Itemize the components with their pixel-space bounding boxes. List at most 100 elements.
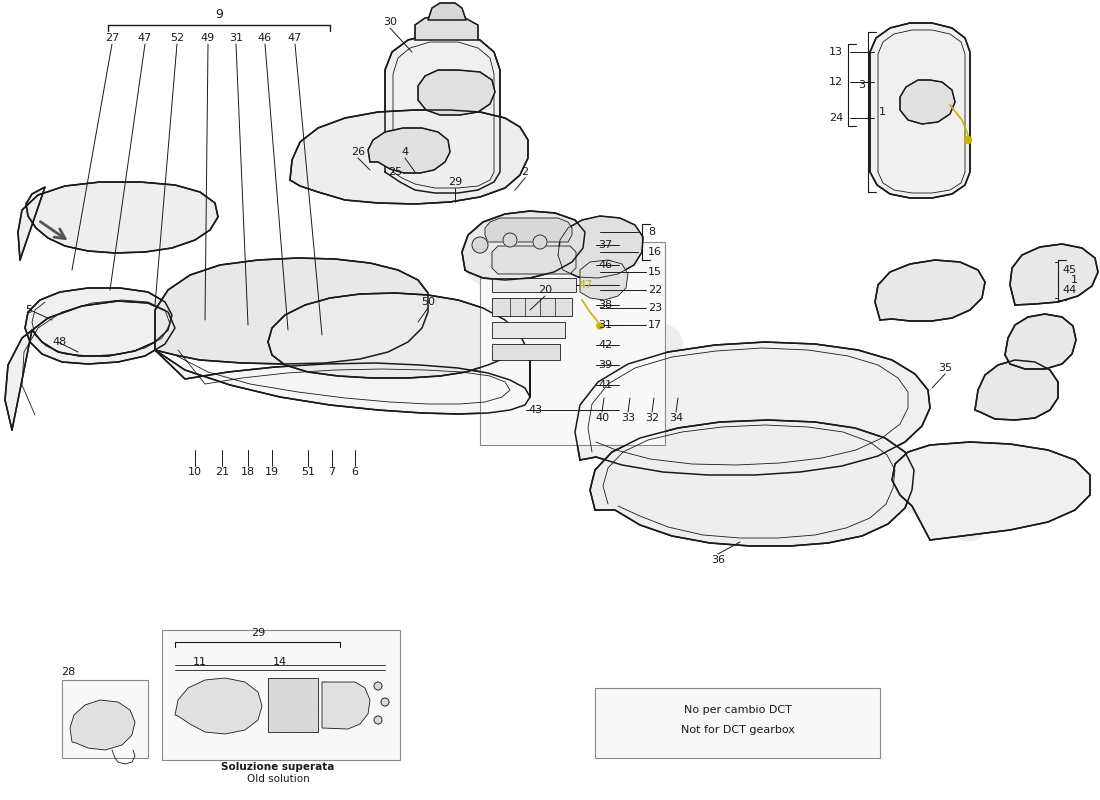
- Text: 51: 51: [301, 467, 315, 477]
- Text: 38: 38: [598, 300, 612, 310]
- Text: 3: 3: [858, 80, 866, 90]
- Text: 40: 40: [595, 413, 609, 423]
- Text: 4: 4: [402, 147, 408, 157]
- Text: Soluzione superata: Soluzione superata: [221, 762, 334, 772]
- Text: 31: 31: [598, 320, 612, 330]
- Polygon shape: [874, 260, 984, 321]
- Polygon shape: [415, 15, 478, 40]
- Polygon shape: [870, 23, 970, 198]
- Polygon shape: [418, 70, 495, 115]
- Circle shape: [965, 137, 971, 143]
- Circle shape: [374, 682, 382, 690]
- Text: 21: 21: [214, 467, 229, 477]
- Circle shape: [374, 716, 382, 724]
- Text: 23: 23: [648, 303, 662, 313]
- Text: 33: 33: [621, 413, 635, 423]
- Text: 1: 1: [879, 107, 886, 117]
- Text: 47: 47: [138, 33, 152, 43]
- Circle shape: [472, 237, 488, 253]
- Text: 6: 6: [352, 467, 359, 477]
- Polygon shape: [575, 342, 930, 475]
- Text: 9: 9: [216, 9, 223, 22]
- Polygon shape: [580, 260, 628, 300]
- Polygon shape: [485, 218, 572, 242]
- Text: 31: 31: [229, 33, 243, 43]
- Polygon shape: [322, 682, 370, 729]
- Polygon shape: [492, 246, 576, 274]
- Text: 52: 52: [169, 33, 184, 43]
- Polygon shape: [428, 3, 466, 20]
- Text: 30: 30: [383, 17, 397, 27]
- Text: 42: 42: [598, 340, 613, 350]
- Polygon shape: [155, 350, 530, 414]
- Polygon shape: [558, 216, 644, 278]
- Text: 44: 44: [1062, 285, 1076, 295]
- Circle shape: [534, 235, 547, 249]
- Polygon shape: [6, 288, 175, 430]
- Text: 24: 24: [828, 113, 843, 123]
- Polygon shape: [492, 298, 572, 316]
- Polygon shape: [492, 344, 560, 360]
- Text: 12: 12: [829, 77, 843, 87]
- Text: 36: 36: [711, 555, 725, 565]
- Polygon shape: [155, 258, 428, 364]
- Polygon shape: [175, 678, 262, 734]
- Text: 10: 10: [188, 467, 202, 477]
- Polygon shape: [462, 211, 585, 280]
- Text: 5: 5: [25, 305, 32, 315]
- Text: 32: 32: [645, 413, 659, 423]
- Text: 49: 49: [201, 33, 216, 43]
- Polygon shape: [268, 678, 318, 732]
- Text: 37: 37: [598, 240, 612, 250]
- Polygon shape: [975, 360, 1058, 420]
- Circle shape: [503, 233, 517, 247]
- Text: 35: 35: [938, 363, 952, 373]
- Text: a passion for spares since 1985: a passion for spares since 1985: [529, 346, 871, 543]
- Text: No per cambio DCT: No per cambio DCT: [683, 705, 791, 715]
- Text: 48: 48: [52, 337, 66, 347]
- Text: 34: 34: [669, 413, 683, 423]
- Text: 28: 28: [60, 667, 75, 677]
- Text: 7: 7: [329, 467, 336, 477]
- Text: 14: 14: [273, 657, 287, 667]
- Polygon shape: [290, 110, 528, 204]
- Text: 2: 2: [521, 167, 529, 177]
- Text: Old solution: Old solution: [246, 774, 309, 784]
- Text: 22: 22: [648, 285, 662, 295]
- Text: 27: 27: [104, 33, 119, 43]
- Polygon shape: [892, 442, 1090, 540]
- Text: eurospares: eurospares: [444, 209, 1015, 571]
- Polygon shape: [268, 293, 530, 397]
- Text: 26: 26: [351, 147, 365, 157]
- Text: 18: 18: [241, 467, 255, 477]
- Text: 47: 47: [288, 33, 302, 43]
- Polygon shape: [590, 420, 914, 546]
- Text: 41: 41: [598, 380, 612, 390]
- Text: 43: 43: [528, 405, 542, 415]
- Polygon shape: [492, 322, 565, 338]
- Polygon shape: [70, 700, 135, 750]
- Polygon shape: [18, 182, 218, 260]
- Polygon shape: [492, 278, 576, 292]
- Text: 46: 46: [257, 33, 272, 43]
- Text: 1: 1: [1070, 275, 1078, 285]
- Text: 46: 46: [598, 260, 612, 270]
- Bar: [62, 680, 149, 758]
- Polygon shape: [368, 128, 450, 173]
- Text: 50: 50: [421, 297, 434, 307]
- Text: 15: 15: [648, 267, 662, 277]
- Text: 16: 16: [648, 247, 662, 257]
- Bar: [595, 688, 880, 758]
- Text: 29: 29: [251, 628, 265, 638]
- Circle shape: [597, 323, 603, 329]
- Text: 39: 39: [598, 360, 612, 370]
- Bar: [480, 242, 666, 445]
- Text: 13: 13: [829, 47, 843, 57]
- Text: 8: 8: [648, 227, 656, 237]
- Bar: [162, 630, 400, 760]
- Text: 29: 29: [448, 177, 462, 187]
- Polygon shape: [900, 80, 955, 124]
- Polygon shape: [1005, 314, 1076, 369]
- Text: 17: 17: [648, 320, 662, 330]
- Text: 45: 45: [1062, 265, 1076, 275]
